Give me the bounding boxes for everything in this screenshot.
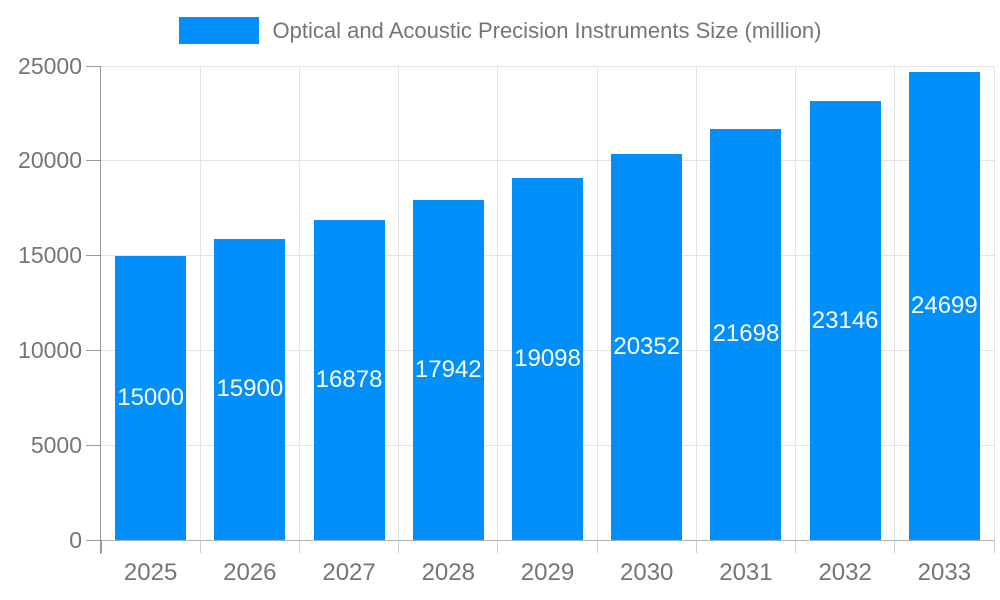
- bar-value-label: 21698: [712, 320, 780, 348]
- gridline-v: [993, 66, 995, 540]
- bar-value-label: 16878: [315, 365, 383, 393]
- x-tick-label: 2031: [719, 559, 773, 586]
- x-axis-tick: [596, 540, 598, 553]
- x-axis-tick: [298, 540, 300, 553]
- x-axis-tick: [100, 540, 102, 553]
- gridline-v: [695, 66, 697, 540]
- bar-value-label: 24699: [911, 291, 978, 319]
- y-tick-label: 0: [69, 526, 82, 553]
- legend-swatch: [178, 17, 259, 44]
- legend-label: Optical and Acoustic Precision Instrumen…: [272, 17, 822, 43]
- x-tick-label: 2032: [818, 559, 872, 586]
- gridline-h: [101, 160, 994, 162]
- y-axis-tick: [86, 444, 101, 446]
- bar-value-label: 15900: [216, 375, 284, 403]
- bar: 15000: [115, 255, 187, 540]
- bar: 20352: [611, 154, 683, 540]
- x-axis-tick: [497, 540, 499, 553]
- y-axis-tick: [86, 539, 101, 541]
- y-tick-label: 20000: [18, 147, 82, 174]
- legend: Optical and Acoustic Precision Instrumen…: [0, 17, 1000, 44]
- bar: 17942: [412, 199, 484, 540]
- gridline-v: [497, 66, 499, 540]
- bar: 24699: [908, 71, 980, 540]
- y-tick-label: 5000: [30, 431, 82, 458]
- x-axis-tick: [695, 540, 697, 553]
- y-axis-tick: [86, 65, 101, 67]
- y-axis-tick: [86, 255, 101, 257]
- bar-value-label: 17942: [414, 355, 482, 383]
- bar: 19098: [512, 177, 583, 540]
- gridline-v: [398, 66, 400, 540]
- y-axis-tick: [86, 160, 101, 162]
- y-tick-label: 15000: [18, 242, 82, 269]
- gridline-h: [101, 539, 994, 541]
- bar: 23146: [809, 101, 881, 540]
- bar-value-label: 15000: [117, 383, 184, 411]
- y-axis-tick: [86, 349, 101, 351]
- bar: 21698: [710, 128, 782, 540]
- x-tick-label: 2026: [223, 559, 277, 586]
- x-tick-label: 2028: [421, 559, 475, 586]
- bar-value-label: 20352: [613, 333, 681, 361]
- x-axis-tick: [795, 540, 797, 553]
- x-axis-tick: [894, 540, 896, 553]
- y-axis-line: [100, 66, 101, 554]
- gridline-v: [894, 66, 896, 540]
- gridline-v: [596, 66, 598, 540]
- gridline-h: [101, 65, 994, 67]
- x-tick-label: 2027: [322, 559, 376, 586]
- plot-area: 15000 15900 16878 17942 19098 20352 21698 23146…: [101, 65, 995, 541]
- gridline-v: [795, 66, 797, 540]
- x-tick-label: 2033: [917, 559, 972, 586]
- gridline-v: [199, 66, 201, 540]
- y-tick-label: 10000: [18, 336, 82, 363]
- x-tick-label: 2030: [620, 559, 674, 586]
- x-tick-label: 2025: [123, 559, 178, 586]
- bar-value-label: 23146: [811, 306, 879, 334]
- bar: 16878: [313, 219, 385, 540]
- y-tick-label: 25000: [18, 52, 82, 79]
- gridline-v: [298, 66, 300, 540]
- x-axis-tick: [398, 540, 400, 553]
- bar: 15900: [214, 238, 286, 540]
- x-axis-tick: [199, 540, 201, 553]
- x-axis-tick: [993, 540, 995, 553]
- x-tick-label: 2029: [520, 559, 575, 586]
- bar-value-label: 19098: [514, 344, 581, 372]
